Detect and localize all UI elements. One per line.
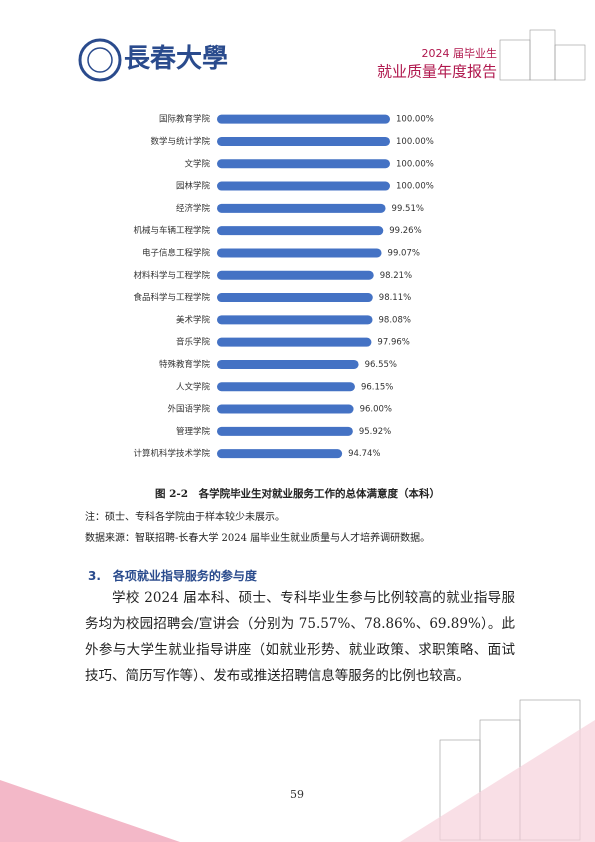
value-label: 99.26% xyxy=(389,226,421,236)
value-label: 94.74% xyxy=(348,449,380,459)
section-paragraph: 学校 2024 届本科、硕士、专科毕业生参与比例较高的就业指导服务均为校园招聘会… xyxy=(85,590,515,684)
bar xyxy=(217,359,359,369)
pink-corner-right xyxy=(400,720,595,842)
pink-corner xyxy=(0,780,180,842)
category-label: 国际教育学院 xyxy=(159,114,211,125)
category-label: 食品科学与工程学院 xyxy=(133,292,210,303)
bar xyxy=(217,270,374,280)
value-label: 100.00% xyxy=(396,115,434,125)
category-label: 材料科学与工程学院 xyxy=(133,270,210,281)
logo-emblem xyxy=(78,38,122,82)
value-label: 99.51% xyxy=(392,204,424,214)
category-label: 电子信息工程学院 xyxy=(142,247,211,258)
bar xyxy=(217,315,373,325)
category-label: 管理学院 xyxy=(176,426,211,437)
section-heading: 3. 各项就业指导服务的参与度 xyxy=(88,569,257,583)
category-label: 人文学院 xyxy=(176,381,211,392)
category-label: 音乐学院 xyxy=(176,337,211,348)
chart: 国际教育学院 100.00% 数学与统计学院 100.00% 文学院 100.00% 园林学… xyxy=(133,114,434,459)
category-label: 美术学院 xyxy=(176,314,211,325)
bar xyxy=(217,404,354,414)
bar xyxy=(217,136,390,146)
value-label: 98.11% xyxy=(379,293,411,303)
bar xyxy=(217,248,382,258)
bar xyxy=(217,114,390,124)
category-label: 文学院 xyxy=(184,158,210,169)
figure-source: 数据来源：智联招聘-长春大学 2024 届毕业生就业质量与人才培养调研数据。 xyxy=(85,533,431,544)
page-number: 59 xyxy=(290,788,304,801)
value-label: 98.08% xyxy=(379,315,411,325)
header-year: 2024 届毕业生 xyxy=(422,46,498,60)
value-label: 100.00% xyxy=(396,137,434,147)
category-label: 经济学院 xyxy=(176,203,211,214)
logo-text: 長春大學 xyxy=(124,44,228,74)
value-label: 96.55% xyxy=(365,360,397,370)
category-label: 特殊教育学院 xyxy=(159,359,211,370)
category-label: 外国语学院 xyxy=(167,404,210,415)
value-label: 98.21% xyxy=(380,271,412,281)
category-label: 园林学院 xyxy=(176,181,211,192)
logo-emblem-inner xyxy=(87,47,113,73)
value-label: 96.15% xyxy=(361,382,393,392)
bar xyxy=(217,449,343,459)
value-label: 97.96% xyxy=(377,338,409,348)
value-label: 100.00% xyxy=(396,182,434,192)
bar xyxy=(217,159,390,169)
category-label: 数学与统计学院 xyxy=(150,136,210,147)
value-label: 100.00% xyxy=(396,159,434,169)
bar xyxy=(217,181,390,191)
bar xyxy=(217,203,386,213)
value-label: 95.92% xyxy=(359,427,391,437)
value-label: 99.07% xyxy=(388,248,420,258)
bar xyxy=(217,226,384,236)
header-title: 就业质量年度报告 xyxy=(377,63,497,81)
category-label: 计算机科学技术学院 xyxy=(133,448,210,459)
bar xyxy=(217,293,373,303)
category-label: 机械与车辆工程学院 xyxy=(133,225,210,236)
bar xyxy=(217,337,372,347)
bar xyxy=(217,382,355,392)
figure-caption: 图 2-2 各学院毕业生对就业服务工作的总体满意度（本科） xyxy=(154,488,441,500)
figure-note: 注：硕士、专科各学院由于样本较少未展示。 xyxy=(85,512,285,523)
bar xyxy=(217,426,353,436)
value-label: 96.00% xyxy=(360,405,392,415)
